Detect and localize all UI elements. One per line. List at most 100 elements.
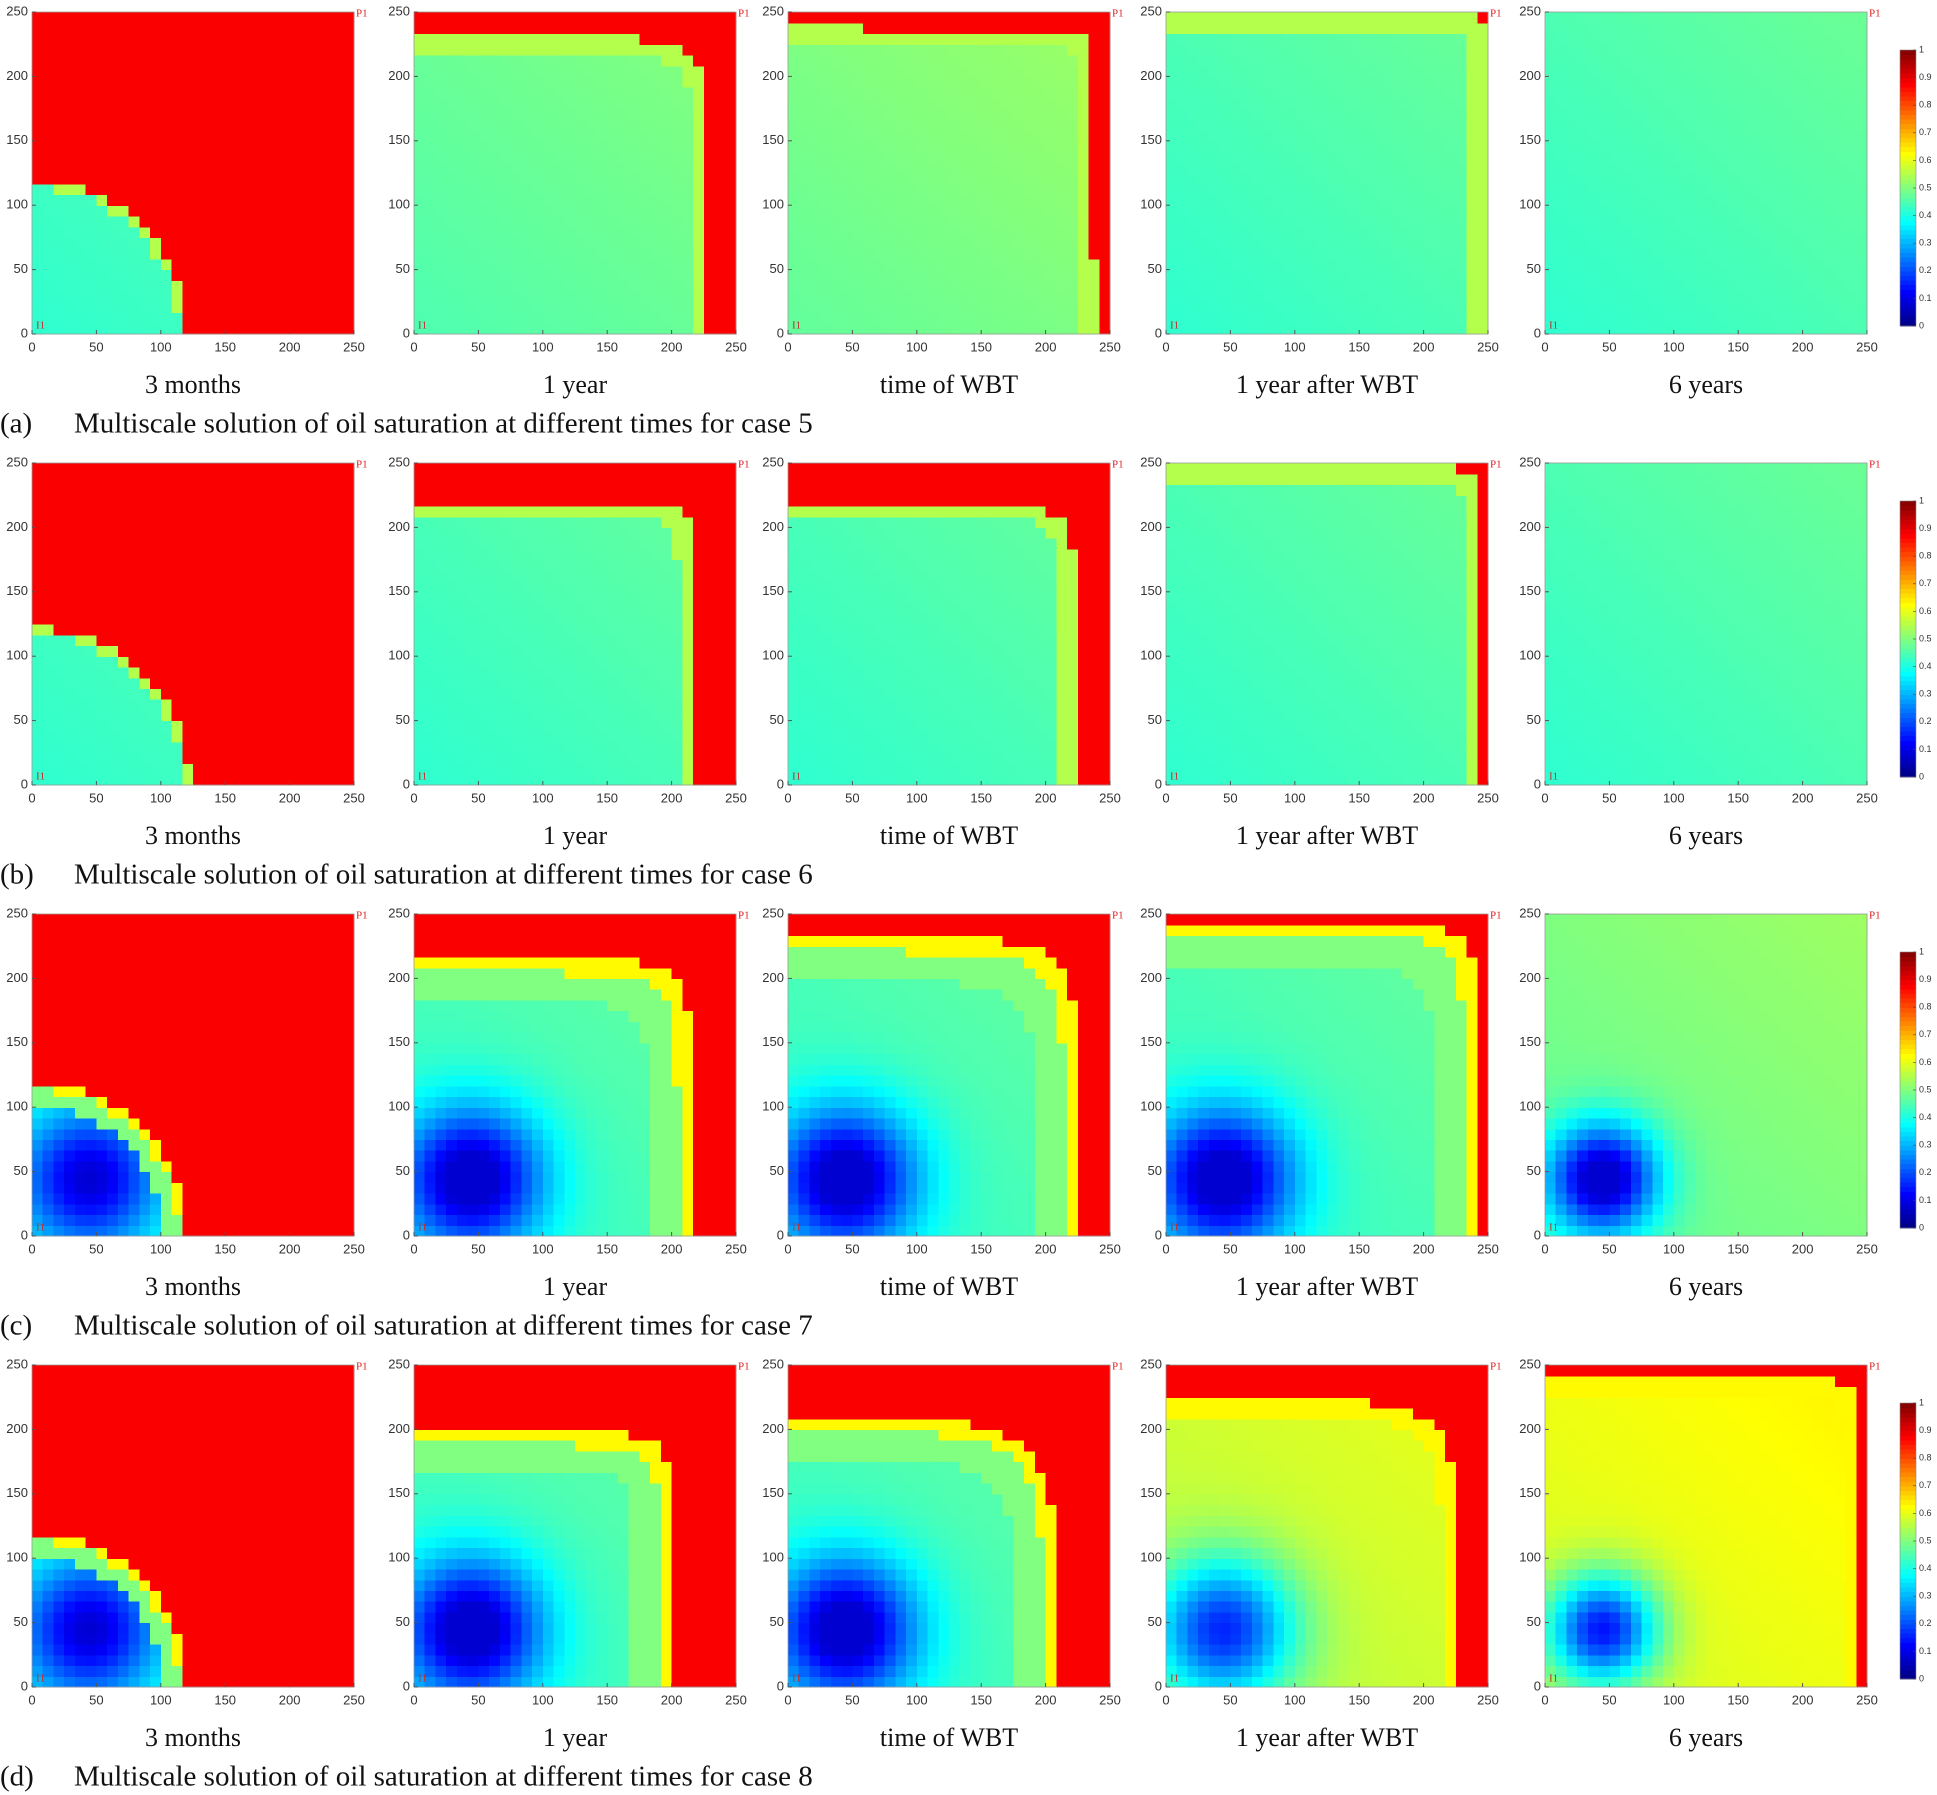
heatmap-cell bbox=[554, 130, 565, 141]
heatmap-cell bbox=[446, 302, 457, 313]
heatmap-cell bbox=[1738, 141, 1749, 152]
heatmap-cell bbox=[53, 731, 64, 742]
heatmap-cell bbox=[311, 87, 322, 98]
heatmap-cell bbox=[182, 173, 193, 184]
heatmap-cell bbox=[1556, 259, 1567, 270]
heatmap-cell bbox=[425, 194, 436, 205]
heatmap-cell bbox=[75, 98, 86, 109]
heatmap-cell bbox=[1295, 130, 1306, 141]
heatmap-cell bbox=[1220, 152, 1231, 163]
heatmap-cell bbox=[1166, 194, 1177, 205]
x-tick-label: 50 bbox=[1602, 339, 1616, 354]
heatmap-cell bbox=[1348, 130, 1359, 141]
heatmap-cell bbox=[129, 506, 140, 517]
heatmap-cell bbox=[543, 216, 554, 227]
heatmap-cell bbox=[1467, 66, 1478, 77]
heatmap-cell bbox=[1338, 87, 1349, 98]
heatmap-cell bbox=[1046, 323, 1057, 334]
heatmap-cell bbox=[1306, 173, 1317, 184]
heatmap-cell bbox=[532, 87, 543, 98]
heatmap-cell bbox=[96, 678, 107, 689]
heatmap-cell bbox=[874, 216, 885, 227]
heatmap-cell bbox=[863, 313, 874, 324]
y-tick-label: 200 bbox=[762, 68, 784, 83]
heatmap-cell bbox=[970, 87, 981, 98]
heatmap-cell bbox=[1824, 280, 1835, 291]
heatmap-cell bbox=[139, 678, 150, 689]
heatmap-cell bbox=[992, 184, 1003, 195]
heatmap-cell bbox=[53, 259, 64, 270]
heatmap-cell bbox=[236, 291, 247, 302]
heatmap-cell bbox=[1187, 12, 1198, 23]
heatmap-cell bbox=[639, 280, 650, 291]
heatmap-cell bbox=[842, 291, 853, 302]
heatmap-cell bbox=[1813, 23, 1824, 34]
heatmap-cell bbox=[322, 227, 333, 238]
panel-title: 1 year bbox=[543, 370, 608, 399]
heatmap-cell bbox=[182, 302, 193, 313]
heatmap-cell bbox=[1803, 66, 1814, 77]
heatmap-cell bbox=[1187, 323, 1198, 334]
x-tick-label: 250 bbox=[343, 339, 365, 354]
heatmap-cell bbox=[543, 76, 554, 87]
heatmap-cell bbox=[1556, 130, 1567, 141]
heatmap-cell bbox=[532, 184, 543, 195]
heatmap-cell bbox=[1359, 291, 1370, 302]
heatmap-cell bbox=[1620, 194, 1631, 205]
heatmap-cell bbox=[204, 216, 215, 227]
heatmap-cell bbox=[279, 270, 290, 281]
heatmap-cell bbox=[1209, 12, 1220, 23]
heatmap-cell bbox=[1067, 280, 1078, 291]
heatmap-cell bbox=[139, 205, 150, 216]
heatmap-cell bbox=[521, 44, 532, 55]
heatmap-cell bbox=[225, 162, 236, 173]
heatmap-cell bbox=[1359, 76, 1370, 87]
heatmap-cell bbox=[225, 184, 236, 195]
heatmap-cell bbox=[820, 216, 831, 227]
heatmap-cell bbox=[1295, 173, 1306, 184]
heatmap-cell bbox=[1078, 227, 1089, 238]
heatmap-cell bbox=[489, 141, 500, 152]
heatmap-cell bbox=[1284, 194, 1295, 205]
heatmap-cell bbox=[129, 194, 140, 205]
heatmap-cell bbox=[311, 76, 322, 87]
heatmap-cell bbox=[1588, 194, 1599, 205]
heatmap-cell bbox=[53, 517, 64, 528]
heatmap-cell bbox=[75, 87, 86, 98]
heatmap-cell bbox=[1856, 313, 1867, 324]
heatmap-cell bbox=[1717, 55, 1728, 66]
heatmap-cell bbox=[949, 313, 960, 324]
heatmap-cell bbox=[618, 173, 629, 184]
heatmap-cell bbox=[343, 55, 354, 66]
heatmap-cell bbox=[182, 76, 193, 87]
heatmap-cell bbox=[1024, 23, 1035, 34]
heatmap-cell bbox=[414, 237, 425, 248]
heatmap-cell bbox=[118, 302, 129, 313]
heatmap-cell bbox=[1381, 248, 1392, 259]
heatmap-cell bbox=[1402, 152, 1413, 163]
heatmap-cell bbox=[1003, 184, 1014, 195]
heatmap-cell bbox=[118, 109, 129, 120]
heatmap-cell bbox=[715, 280, 726, 291]
heatmap-cell bbox=[1024, 130, 1035, 141]
heatmap-cell bbox=[1749, 248, 1760, 259]
heatmap-cell bbox=[150, 33, 161, 44]
heatmap-cell bbox=[193, 280, 204, 291]
heatmap-cell bbox=[1306, 270, 1317, 281]
heatmap-cell bbox=[1545, 270, 1556, 281]
heatmap-cell bbox=[938, 323, 949, 334]
heatmap-cell bbox=[107, 291, 118, 302]
heatmap-cell bbox=[629, 44, 640, 55]
heatmap-cell bbox=[863, 280, 874, 291]
heatmap-cell bbox=[938, 33, 949, 44]
heatmap-cell bbox=[118, 87, 129, 98]
heatmap-cell bbox=[1284, 119, 1295, 130]
heatmap-cell bbox=[618, 216, 629, 227]
heatmap-cell bbox=[1835, 194, 1846, 205]
heatmap-cell bbox=[1284, 12, 1295, 23]
heatmap-cell bbox=[247, 259, 258, 270]
heatmap-cell bbox=[1566, 23, 1577, 34]
heatmap-cell bbox=[1099, 227, 1110, 238]
heatmap-cell bbox=[1824, 184, 1835, 195]
heatmap-cell bbox=[788, 109, 799, 120]
